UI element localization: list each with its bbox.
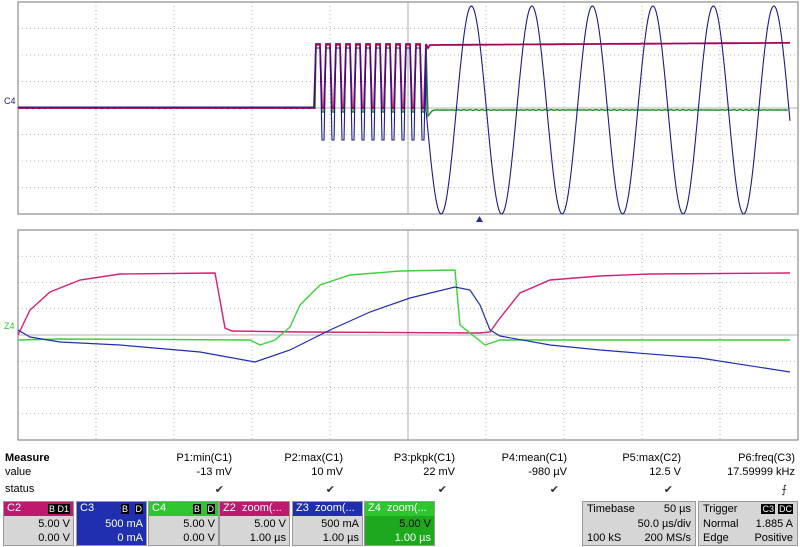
oscilloscope-display[interactable]: C4 Z4 bbox=[0, 0, 800, 450]
channel-box-z3[interactable]: Z3 zoom(... 500 mA 1.00 µs bbox=[292, 501, 363, 546]
lower-trace-blue bbox=[17, 286, 791, 373]
trigger-mode: Normal bbox=[703, 518, 739, 530]
measure-param-3[interactable]: P3:pkpk(C1) bbox=[393, 452, 455, 464]
channel-offset: 0.00 V bbox=[38, 532, 70, 544]
trigger-box[interactable]: Trigger Normal 1.885 A Edge Positive C3 DC bbox=[698, 501, 798, 546]
value-label: value bbox=[5, 466, 32, 478]
trigger-label: Trigger bbox=[703, 503, 738, 515]
lower-trace-pink bbox=[17, 272, 791, 336]
measure-header-row: Measure bbox=[0, 452, 800, 467]
channel-tag: B bbox=[47, 504, 56, 514]
channel-box-z4[interactable]: Z4 zoom(... 5.00 V 1.00 µs bbox=[364, 501, 435, 546]
timebase-label: Timebase bbox=[587, 503, 635, 515]
channel-marker-lower[interactable]: Z4 bbox=[4, 321, 15, 331]
trigger-position-marker[interactable] bbox=[476, 216, 483, 222]
channel-tag: D bbox=[206, 504, 215, 514]
status-check-icon: ✔ bbox=[663, 484, 673, 496]
timebase-rate: 200 MS/s bbox=[644, 532, 691, 544]
upper-trace-navy bbox=[18, 5, 791, 215]
status-check-icon: ✔ bbox=[437, 484, 447, 496]
timebase-box[interactable]: Timebase 50 µs 50.0 µs/div 100 kS 200 MS/s bbox=[582, 501, 696, 546]
status-waveform-icon: ⨍ bbox=[781, 484, 787, 496]
channel-header: C3 D B bbox=[77, 502, 146, 516]
measure-value-row: value bbox=[0, 466, 800, 481]
measure-param-4[interactable]: P4:mean(C1) bbox=[501, 452, 567, 464]
measure-table: Measure value status P1:min(C1) -13 mV ✔ P2… bbox=[0, 450, 800, 498]
measure-value-3: 22 mV bbox=[423, 466, 455, 478]
channel-scale: 5.00 V bbox=[399, 518, 431, 530]
channel-scale: 5.00 V bbox=[38, 518, 70, 530]
channel-label: zoom(... bbox=[242, 502, 282, 514]
channel-scale: 5.00 V bbox=[183, 518, 215, 530]
channel-scale: 500 mA bbox=[321, 518, 359, 530]
channel-header: Z2 zoom(... bbox=[220, 502, 289, 516]
channel-offset: 1.00 µs bbox=[394, 532, 431, 544]
channel-label: zoom(... bbox=[387, 502, 427, 514]
measure-param-1[interactable]: P1:min(C1) bbox=[176, 452, 232, 464]
channel-header: Z4 zoom(... bbox=[365, 502, 434, 516]
channel-tag: D bbox=[134, 504, 143, 514]
measure-param-2[interactable]: P2:max(C1) bbox=[284, 452, 343, 464]
channel-offset: 0.00 V bbox=[183, 532, 215, 544]
channel-scale: 500 mA bbox=[105, 518, 143, 530]
timebase-scale: 50.0 µs/div bbox=[637, 518, 691, 530]
channel-descriptor-bar: C2 D1 B 5.00 V 0.00 V C3 D B 500 mA 0 mA C4 D B 5.00 … bbox=[0, 500, 800, 547]
channel-header: C2 D1 B bbox=[4, 502, 73, 516]
channel-name: Z4 bbox=[368, 502, 381, 514]
channel-name: C3 bbox=[80, 502, 95, 514]
status-label: status bbox=[5, 483, 35, 495]
channel-header: Z3 zoom(... bbox=[293, 502, 362, 516]
lower-grid bbox=[17, 229, 799, 441]
trigger-source: C3 bbox=[761, 504, 775, 514]
channel-offset: 1.00 µs bbox=[249, 532, 286, 544]
channel-name: C2 bbox=[7, 502, 22, 514]
channel-label: zoom(... bbox=[315, 502, 355, 514]
trigger-type: Edge bbox=[703, 532, 729, 544]
channel-tag: B bbox=[192, 504, 201, 514]
trigger-level: 1.885 A bbox=[755, 518, 793, 530]
lower-trace-lightgreen bbox=[17, 269, 790, 346]
measure-value-4: -980 µV bbox=[528, 466, 567, 478]
trigger-coupling: DC bbox=[778, 504, 793, 514]
channel-scale: 5.00 V bbox=[254, 518, 286, 530]
upper-trace-magenta bbox=[18, 41, 791, 109]
channel-box-c2[interactable]: C2 D1 B 5.00 V 0.00 V bbox=[3, 501, 74, 546]
channel-tag: B bbox=[120, 504, 129, 514]
status-check-icon: ✔ bbox=[325, 484, 335, 496]
channel-marker-upper[interactable]: C4 bbox=[4, 96, 16, 106]
measure-value-6: 17.59999 kHz bbox=[727, 466, 795, 478]
channel-box-c3[interactable]: C3 D B 500 mA 0 mA bbox=[76, 501, 147, 546]
measure-value-5: 12.5 V bbox=[649, 466, 681, 478]
channel-tag: D1 bbox=[56, 504, 70, 514]
channel-offset: 1.00 µs bbox=[322, 532, 359, 544]
trigger-slope: Positive bbox=[754, 532, 793, 544]
channel-header: C4 D B bbox=[149, 502, 218, 516]
channel-name: Z3 bbox=[296, 502, 309, 514]
channel-box-z2[interactable]: Z2 zoom(... 5.00 V 1.00 µs bbox=[219, 501, 290, 546]
channel-box-c4[interactable]: C4 D B 5.00 V 0.00 V bbox=[148, 501, 219, 546]
measure-param-6[interactable]: P6:freq(C3) bbox=[738, 452, 795, 464]
timebase-delay: 50 µs bbox=[663, 503, 691, 515]
status-check-icon: ✔ bbox=[549, 484, 559, 496]
timebase-samples: 100 kS bbox=[587, 532, 622, 544]
measure-title: Measure bbox=[5, 452, 50, 464]
channel-name: C4 bbox=[152, 502, 167, 514]
channel-name: Z2 bbox=[223, 502, 236, 514]
channel-offset: 0 mA bbox=[117, 532, 143, 544]
measure-status-row: status bbox=[0, 483, 800, 498]
status-check-icon: ✔ bbox=[214, 484, 224, 496]
measure-value-1: -13 mV bbox=[196, 466, 232, 478]
measure-param-5[interactable]: P5:max(C2) bbox=[622, 452, 681, 464]
measure-value-2: 10 mV bbox=[311, 466, 343, 478]
